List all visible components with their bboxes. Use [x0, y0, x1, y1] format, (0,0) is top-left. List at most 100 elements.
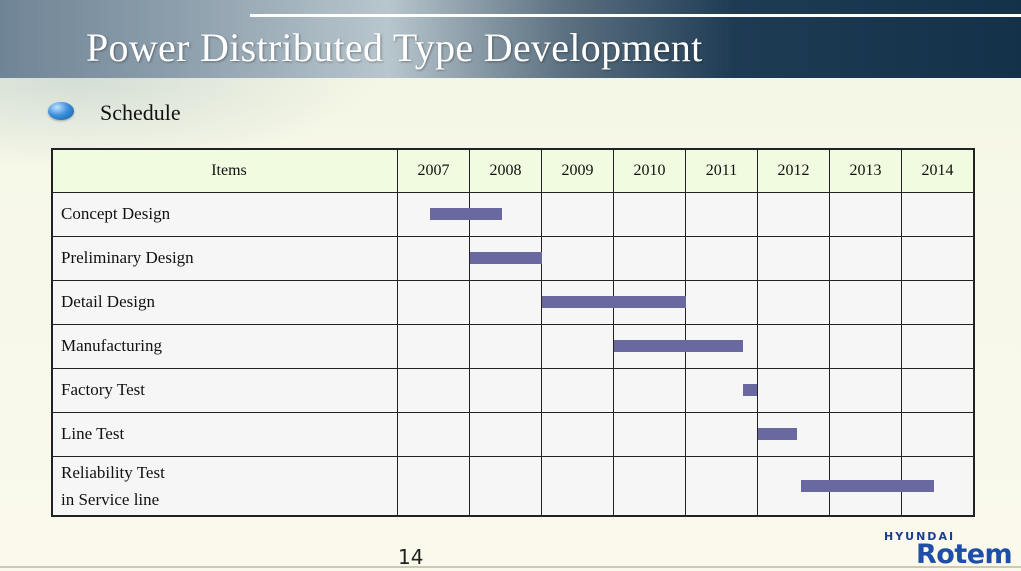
year-cell [757, 411, 830, 457]
table-row: Concept Design [51, 191, 975, 237]
year-cell [829, 411, 902, 457]
year-cell [397, 191, 470, 237]
year-cell [901, 455, 975, 516]
year-cell [469, 411, 542, 457]
year-cell [613, 455, 686, 516]
year-cell [685, 323, 758, 369]
year-header: 2014 [901, 148, 975, 193]
year-cell [469, 235, 542, 281]
year-cell [397, 411, 470, 457]
year-cell [613, 235, 686, 281]
row-item-line: Concept Design [61, 204, 171, 223]
year-cell [901, 411, 975, 457]
year-cell [469, 279, 542, 325]
logo-brand-text: HYUNDAI [884, 530, 956, 543]
table-body: Concept Design Preliminary Design Detail D… [51, 191, 975, 516]
table-row: Factory Test [51, 367, 975, 413]
year-header: 2008 [469, 148, 542, 193]
row-item-label: Factory Test [51, 367, 398, 412]
year-header: 2012 [757, 148, 830, 193]
bottom-rule [0, 566, 1021, 568]
table-row: Line Test [51, 411, 975, 457]
year-cell [613, 367, 686, 413]
year-cell [541, 279, 614, 325]
table-row: Manufacturing [51, 323, 975, 369]
year-header: 2007 [397, 148, 470, 193]
year-cell [541, 455, 614, 516]
year-cell [829, 323, 902, 369]
year-cell [469, 455, 542, 516]
year-cell [901, 235, 975, 281]
row-item-line: Line Test [61, 424, 125, 443]
year-header: 2013 [829, 148, 902, 193]
year-cell [469, 323, 542, 369]
year-cell [469, 367, 542, 413]
page-title: Power Distributed Type Development [86, 25, 703, 70]
year-cell [829, 279, 902, 325]
year-cell [829, 367, 902, 413]
header-band [0, 0, 1021, 78]
row-item-label: Reliability Test in Service line [51, 455, 398, 516]
row-item-line: in Service line [61, 489, 160, 509]
row-item-line: Preliminary Design [61, 248, 194, 267]
year-cell [469, 191, 542, 237]
items-header: Items [51, 148, 398, 193]
table-row: Reliability Test in Service line [51, 455, 975, 516]
row-item-label: Preliminary Design [51, 235, 398, 280]
year-cell [541, 367, 614, 413]
table-row: Detail Design [51, 279, 975, 325]
page-number: 14 [398, 545, 424, 569]
bullet-icon [48, 102, 74, 120]
year-cell [901, 367, 975, 413]
year-header: 2009 [541, 148, 614, 193]
year-cell [757, 279, 830, 325]
year-cell [541, 191, 614, 237]
company-logo: HYUNDAI Rotem [880, 530, 1015, 570]
year-cell [397, 455, 470, 516]
row-item-label: Concept Design [51, 192, 398, 236]
year-cell [613, 411, 686, 457]
year-cell [685, 191, 758, 237]
year-cell [397, 235, 470, 281]
year-cell [685, 279, 758, 325]
year-cell [901, 323, 975, 369]
year-cell [901, 279, 975, 325]
header-rule [250, 14, 1021, 17]
year-cell [757, 455, 830, 516]
year-cell [541, 411, 614, 457]
year-cell [685, 411, 758, 457]
year-cell [757, 235, 830, 281]
year-cell [757, 323, 830, 369]
logo-main-text: Rotem [916, 539, 1013, 570]
year-cell [397, 323, 470, 369]
row-item-label: Manufacturing [51, 323, 398, 368]
row-item-label: Detail Design [51, 279, 398, 324]
row-item-line: Reliability Test [61, 462, 165, 482]
year-cell [613, 191, 686, 237]
year-cell [685, 235, 758, 281]
year-cell [685, 367, 758, 413]
year-cell [901, 191, 975, 237]
year-cell [397, 367, 470, 413]
table-header-row: Items 2007 2008 2009 2010 2011 2012 2013 2014 [51, 148, 975, 193]
year-cell [397, 279, 470, 325]
year-header: 2011 [685, 148, 758, 193]
schedule-table: Items 2007 2008 2009 2010 2011 2012 2013 2014 C… [51, 148, 975, 517]
year-cell [685, 455, 758, 516]
row-item-line: Detail Design [61, 292, 155, 311]
row-item-line: Manufacturing [61, 336, 163, 355]
year-cell [757, 367, 830, 413]
year-cell [541, 323, 614, 369]
year-cell [757, 191, 830, 237]
row-item-line: Factory Test [61, 380, 145, 399]
table-row: Preliminary Design [51, 235, 975, 281]
year-cell [541, 235, 614, 281]
year-cell [613, 323, 686, 369]
section-title: Schedule [100, 100, 181, 125]
year-cell [829, 455, 902, 516]
year-cell [829, 235, 902, 281]
row-item-label: Line Test [51, 411, 398, 456]
year-cell [613, 279, 686, 325]
year-header: 2010 [613, 148, 686, 193]
year-cell [829, 191, 902, 237]
